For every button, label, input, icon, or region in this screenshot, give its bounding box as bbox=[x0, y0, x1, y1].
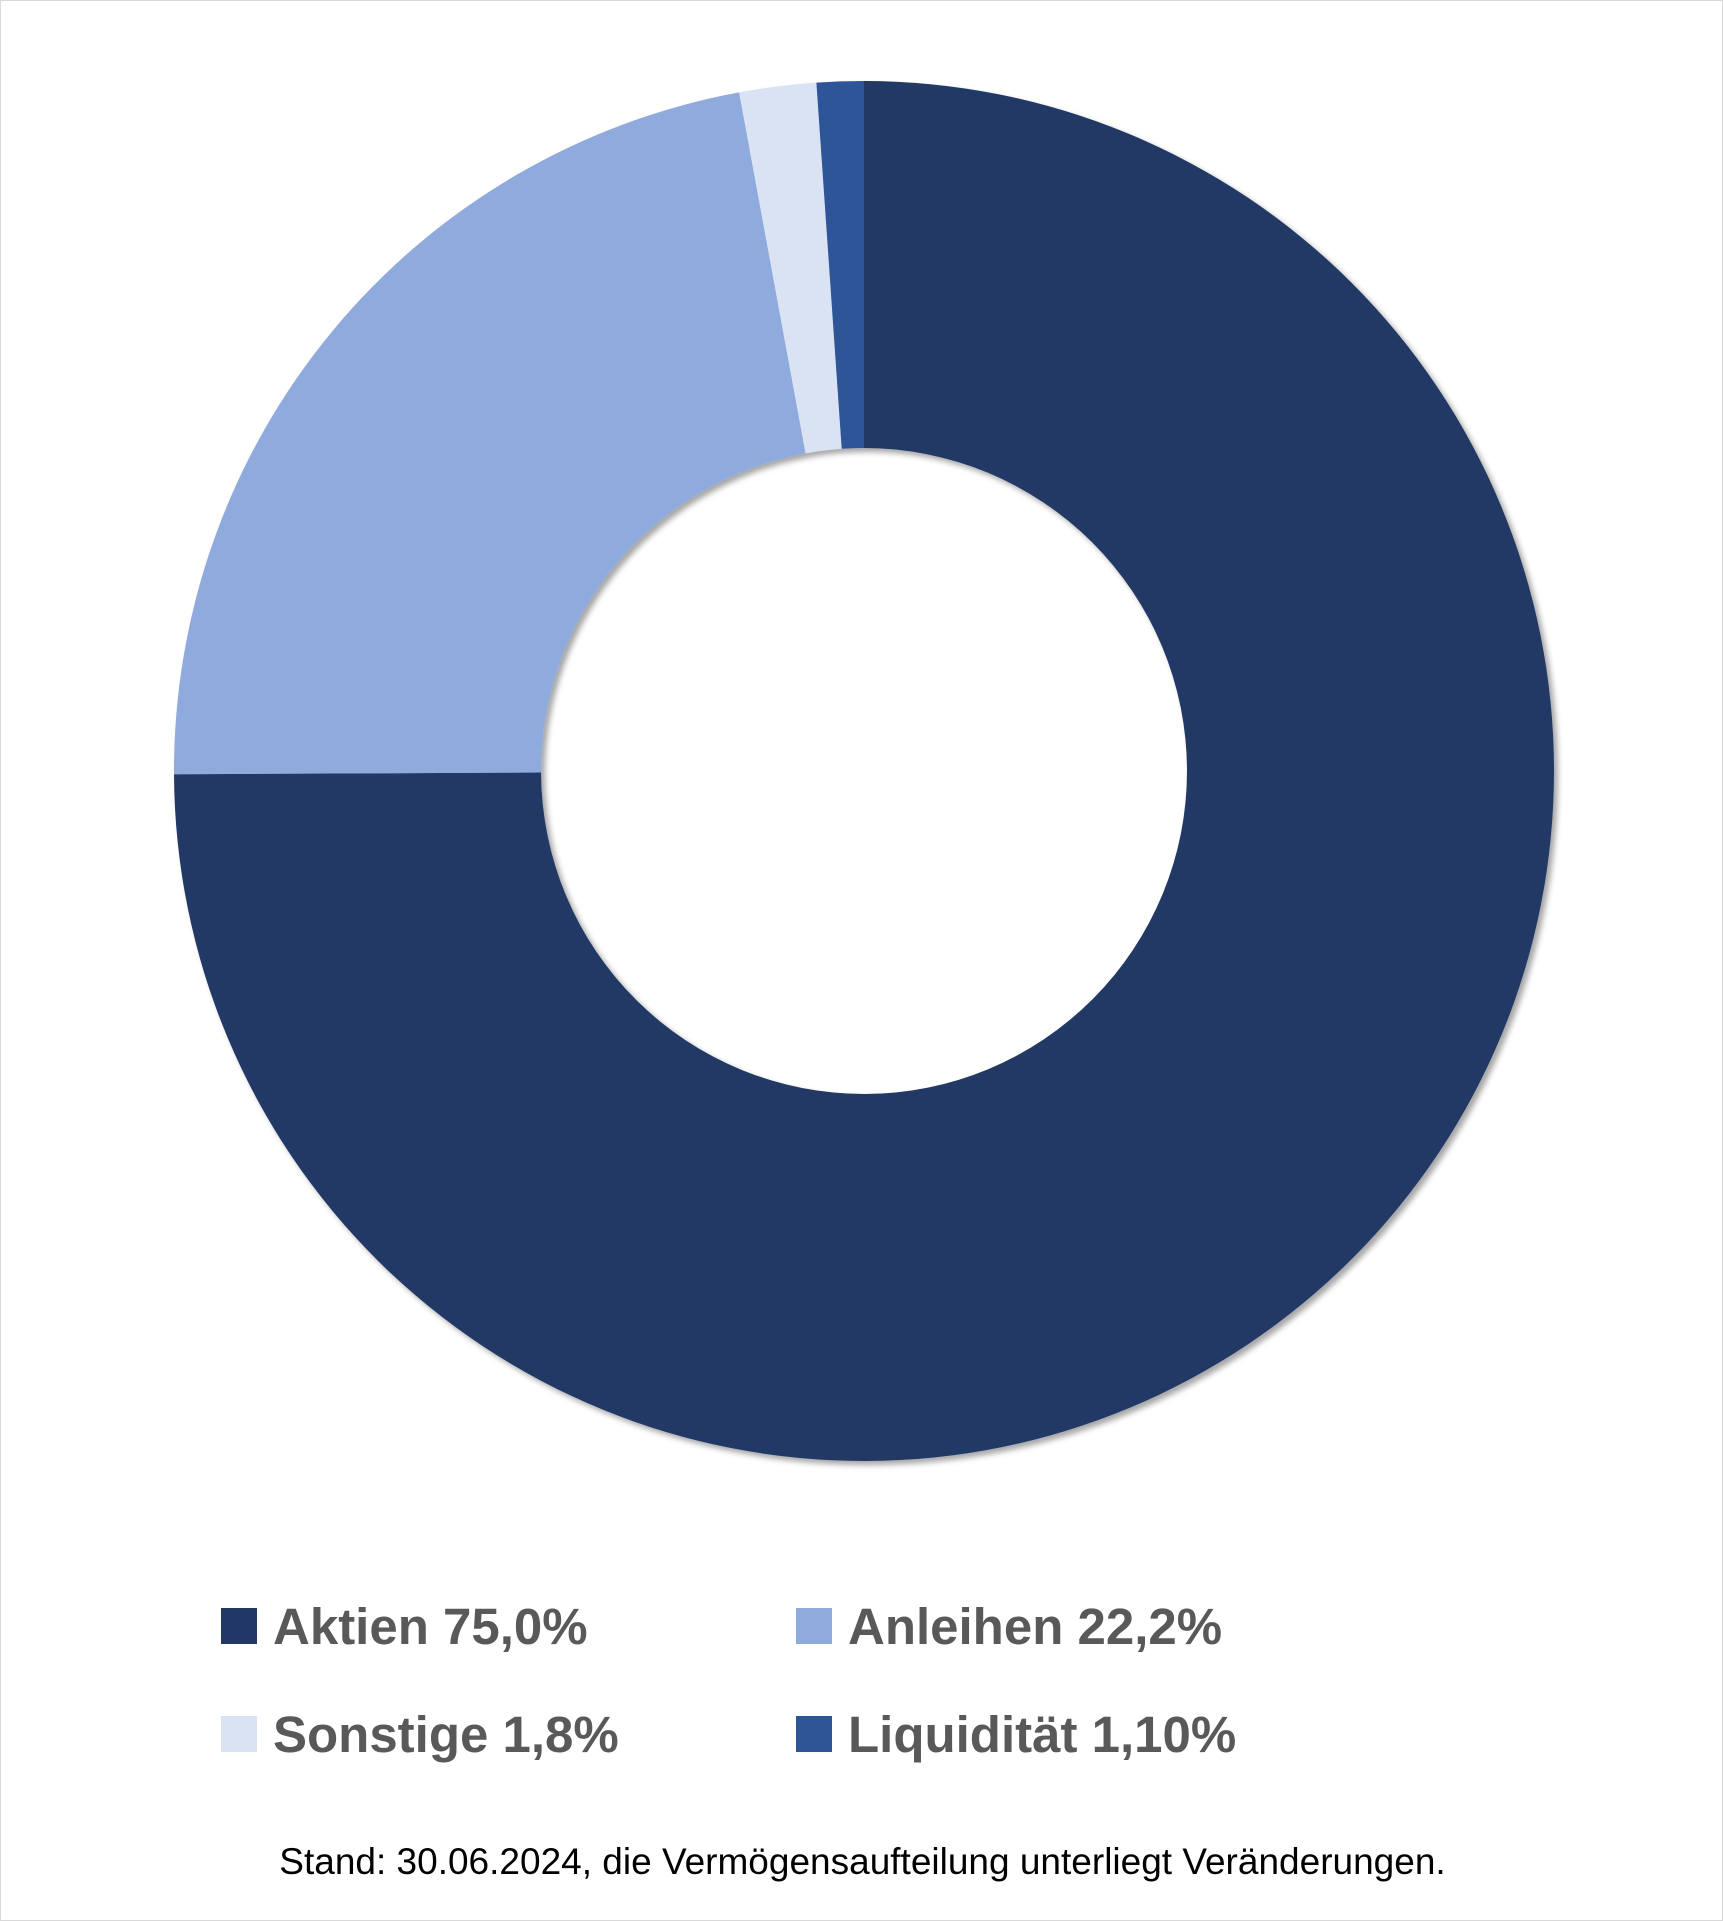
donut-slices bbox=[174, 81, 1554, 1461]
legend-item-sonstige: Sonstige 1,8% bbox=[221, 1699, 619, 1769]
legend-label-anleihen: Anleihen 22,2% bbox=[848, 1597, 1223, 1655]
legend-item-liquiditaet: Liquidität 1,10% bbox=[796, 1699, 1236, 1769]
legend-swatch-liquiditaet bbox=[796, 1716, 832, 1752]
donut-slice-anleihen bbox=[174, 92, 806, 775]
donut-slice-aktien bbox=[174, 81, 1554, 1461]
legend-label-aktien: Aktien 75,0% bbox=[273, 1597, 588, 1655]
donut-slice-sonstige bbox=[739, 82, 842, 454]
legend: Aktien 75,0% Anleihen 22,2% Sonstige 1,8… bbox=[1, 1591, 1723, 1831]
legend-swatch-anleihen bbox=[796, 1608, 832, 1644]
footnote: Stand: 30.06.2024, die Vermögensaufteilu… bbox=[279, 1841, 1446, 1882]
legend-item-aktien: Aktien 75,0% bbox=[221, 1591, 588, 1661]
legend-label-sonstige: Sonstige 1,8% bbox=[273, 1705, 619, 1763]
legend-swatch-sonstige bbox=[221, 1716, 257, 1752]
legend-item-anleihen: Anleihen 22,2% bbox=[796, 1591, 1222, 1661]
donut-slice-liquiditaet bbox=[816, 81, 864, 449]
donut-chart bbox=[174, 81, 1554, 1461]
legend-label-liquiditaet: Liquidität 1,10% bbox=[848, 1705, 1237, 1763]
legend-swatch-aktien bbox=[221, 1608, 257, 1644]
